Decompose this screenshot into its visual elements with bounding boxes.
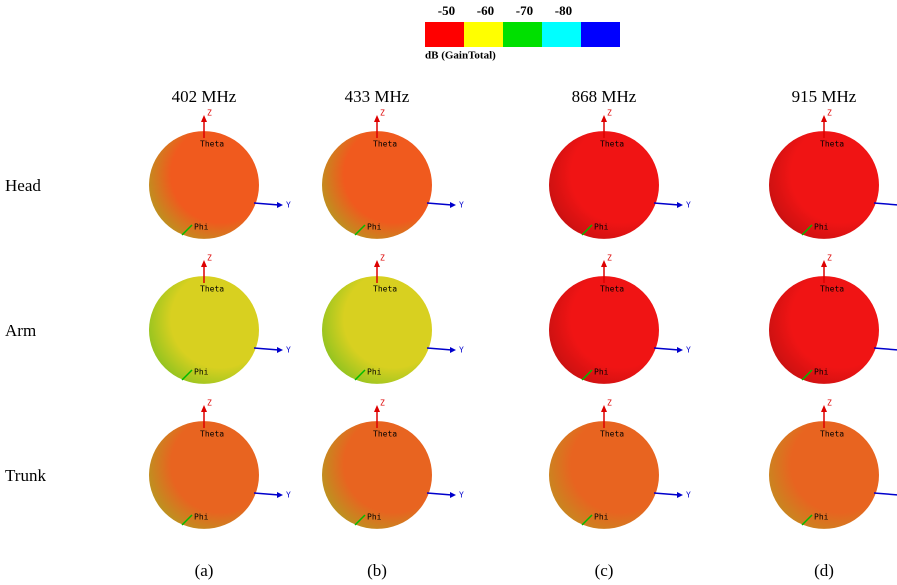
y-axis bbox=[427, 203, 452, 205]
y-label: Y bbox=[686, 201, 691, 210]
colorbar-block bbox=[464, 22, 503, 47]
z-label: Z bbox=[207, 399, 212, 408]
y-axis bbox=[654, 203, 679, 205]
y-axis bbox=[654, 493, 679, 495]
theta-label: Theta bbox=[820, 140, 844, 149]
y-arrow bbox=[277, 202, 283, 208]
colorbar-tick: -80 bbox=[555, 3, 572, 18]
row-label: Trunk bbox=[5, 466, 46, 485]
phi-label: Phi bbox=[194, 513, 209, 522]
y-label: Y bbox=[286, 491, 291, 500]
phi-label: Phi bbox=[367, 223, 382, 232]
column-header: 433 MHz bbox=[345, 87, 410, 106]
phi-label: Phi bbox=[594, 223, 609, 232]
caption: (a) bbox=[195, 561, 214, 580]
theta-label: Theta bbox=[200, 285, 224, 294]
phi-label: Phi bbox=[367, 513, 382, 522]
z-label: Z bbox=[607, 109, 612, 118]
phi-label: Phi bbox=[594, 513, 609, 522]
colorbar-tick: -50 bbox=[438, 3, 455, 18]
theta-label: Theta bbox=[820, 285, 844, 294]
colorbar-block bbox=[503, 22, 542, 47]
row-label: Head bbox=[5, 176, 41, 195]
y-label: Y bbox=[286, 201, 291, 210]
z-label: Z bbox=[827, 109, 832, 118]
theta-label: Theta bbox=[373, 140, 397, 149]
colorbar-block bbox=[581, 22, 620, 47]
y-label: Y bbox=[686, 491, 691, 500]
caption: (c) bbox=[595, 561, 614, 580]
y-axis bbox=[254, 203, 279, 205]
y-arrow bbox=[677, 202, 683, 208]
theta-label: Theta bbox=[200, 140, 224, 149]
y-label: Y bbox=[286, 346, 291, 355]
z-label: Z bbox=[207, 254, 212, 263]
y-axis bbox=[874, 493, 897, 495]
z-label: Z bbox=[380, 109, 385, 118]
z-label: Z bbox=[207, 109, 212, 118]
column-header: 402 MHz bbox=[172, 87, 237, 106]
z-label: Z bbox=[827, 399, 832, 408]
column-header: 915 MHz bbox=[792, 87, 857, 106]
y-arrow bbox=[450, 492, 456, 498]
y-label: Y bbox=[459, 346, 464, 355]
y-axis bbox=[874, 348, 897, 350]
column-header: 868 MHz bbox=[572, 87, 637, 106]
y-axis bbox=[254, 493, 279, 495]
theta-label: Theta bbox=[600, 430, 624, 439]
theta-label: Theta bbox=[600, 285, 624, 294]
y-axis bbox=[427, 348, 452, 350]
y-arrow bbox=[677, 492, 683, 498]
z-label: Z bbox=[380, 254, 385, 263]
caption: (d) bbox=[814, 561, 834, 580]
y-arrow bbox=[277, 492, 283, 498]
theta-label: Theta bbox=[373, 430, 397, 439]
phi-label: Phi bbox=[814, 513, 829, 522]
y-axis bbox=[874, 203, 897, 205]
y-label: Y bbox=[686, 346, 691, 355]
z-label: Z bbox=[380, 399, 385, 408]
caption: (b) bbox=[367, 561, 387, 580]
y-axis bbox=[427, 493, 452, 495]
y-arrow bbox=[277, 347, 283, 353]
theta-label: Theta bbox=[200, 430, 224, 439]
theta-label: Theta bbox=[600, 140, 624, 149]
row-label: Arm bbox=[5, 321, 36, 340]
phi-label: Phi bbox=[367, 368, 382, 377]
y-axis bbox=[254, 348, 279, 350]
colorbar-label: dB (GainTotal) bbox=[425, 50, 496, 62]
phi-label: Phi bbox=[594, 368, 609, 377]
theta-label: Theta bbox=[820, 430, 844, 439]
phi-label: Phi bbox=[194, 368, 209, 377]
phi-label: Phi bbox=[194, 223, 209, 232]
y-axis bbox=[654, 348, 679, 350]
z-label: Z bbox=[607, 399, 612, 408]
z-label: Z bbox=[607, 254, 612, 263]
phi-label: Phi bbox=[814, 223, 829, 232]
phi-label: Phi bbox=[814, 368, 829, 377]
y-label: Y bbox=[459, 201, 464, 210]
y-arrow bbox=[450, 202, 456, 208]
colorbar-block bbox=[542, 22, 581, 47]
colorbar-tick: -60 bbox=[477, 3, 494, 18]
y-label: Y bbox=[459, 491, 464, 500]
colorbar-tick: -70 bbox=[516, 3, 533, 18]
z-label: Z bbox=[827, 254, 832, 263]
y-arrow bbox=[677, 347, 683, 353]
colorbar-block bbox=[425, 22, 464, 47]
y-arrow bbox=[450, 347, 456, 353]
theta-label: Theta bbox=[373, 285, 397, 294]
figure: -50 -60 -70 -80 dB (GainTotal) 402 MHz 433 MHz… bbox=[0, 0, 897, 585]
